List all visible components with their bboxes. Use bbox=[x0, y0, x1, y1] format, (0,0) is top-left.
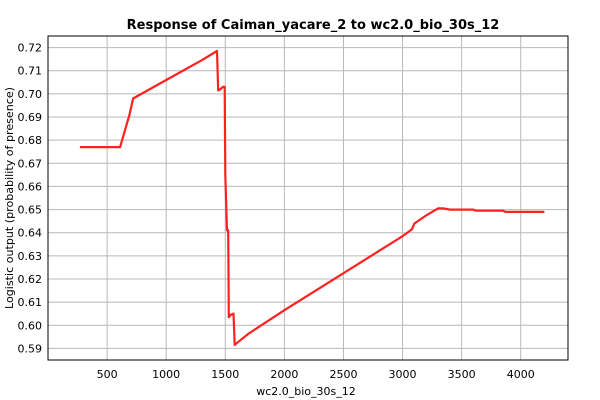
y-tick-label: 0.64 bbox=[18, 227, 43, 240]
y-tick-label: 0.63 bbox=[18, 250, 43, 263]
x-tick-label: 1000 bbox=[152, 368, 180, 381]
y-tick-label: 0.71 bbox=[18, 65, 43, 78]
x-axis-label: wc2.0_bio_30s_12 bbox=[256, 385, 356, 398]
y-tick-label: 0.61 bbox=[18, 296, 43, 309]
x-tick-label: 2500 bbox=[329, 368, 357, 381]
x-tick-label: 2000 bbox=[270, 368, 298, 381]
y-tick-label: 0.59 bbox=[18, 342, 43, 355]
y-tick-label: 0.60 bbox=[18, 319, 43, 332]
y-tick-label: 0.66 bbox=[18, 180, 43, 193]
y-tick-label: 0.68 bbox=[18, 134, 43, 147]
y-tick-label: 0.62 bbox=[18, 273, 43, 286]
y-tick-label: 0.72 bbox=[18, 42, 43, 55]
tick-labels: 500 1000 1500 2000 2500 3000 3500 4000 0.59 0.60 0… bbox=[18, 42, 535, 381]
x-tick-label: 4000 bbox=[507, 368, 535, 381]
series-layer bbox=[79, 49, 545, 347]
x-tick-label: 1500 bbox=[211, 368, 239, 381]
response-curve-line bbox=[79, 49, 545, 347]
plot-area-frame bbox=[47, 35, 569, 361]
y-tick-label: 0.69 bbox=[18, 111, 43, 124]
grid bbox=[48, 36, 568, 360]
y-axis-label: Logistic output (probability of presence… bbox=[3, 87, 16, 309]
chart-title: Response of Caiman_yacare_2 to wc2.0_bio… bbox=[127, 18, 500, 33]
y-tick-label: 0.67 bbox=[18, 157, 43, 170]
y-tick-label: 0.65 bbox=[18, 204, 43, 217]
y-tick-label: 0.70 bbox=[18, 88, 43, 101]
x-tick-label: 500 bbox=[97, 368, 118, 381]
x-tick-label: 3000 bbox=[389, 368, 417, 381]
x-tick-label: 3500 bbox=[448, 368, 476, 381]
